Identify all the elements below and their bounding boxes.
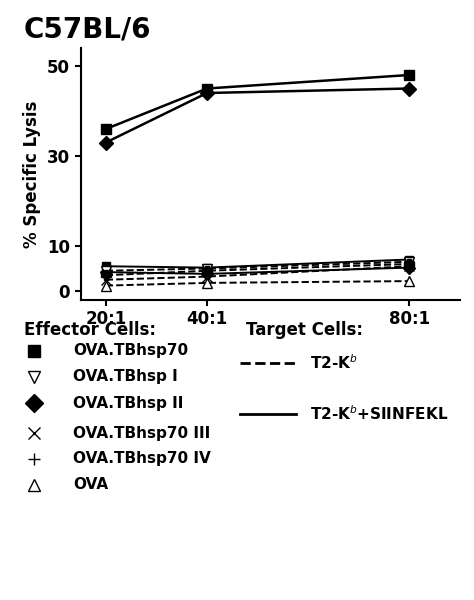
- Text: OVA: OVA: [73, 478, 109, 492]
- Text: OVA.TBhsp70 IV: OVA.TBhsp70 IV: [73, 451, 211, 467]
- Y-axis label: % Specific Lysis: % Specific Lysis: [24, 100, 42, 248]
- Text: T2-K$^b$+SIINFEKL: T2-K$^b$+SIINFEKL: [310, 404, 449, 424]
- Text: OVA.TBhsp70: OVA.TBhsp70: [73, 343, 189, 358]
- Text: T2-K$^b$: T2-K$^b$: [310, 353, 358, 373]
- Text: Effector Cells:: Effector Cells:: [24, 321, 155, 339]
- Text: C57BL/6: C57BL/6: [24, 15, 151, 43]
- Text: OVA.TBhsp I: OVA.TBhsp I: [73, 369, 178, 385]
- Text: OVA.TBhsp70 III: OVA.TBhsp70 III: [73, 426, 211, 440]
- Text: Target Cells:: Target Cells:: [246, 321, 364, 339]
- Text: OVA.TBhsp II: OVA.TBhsp II: [73, 396, 184, 410]
